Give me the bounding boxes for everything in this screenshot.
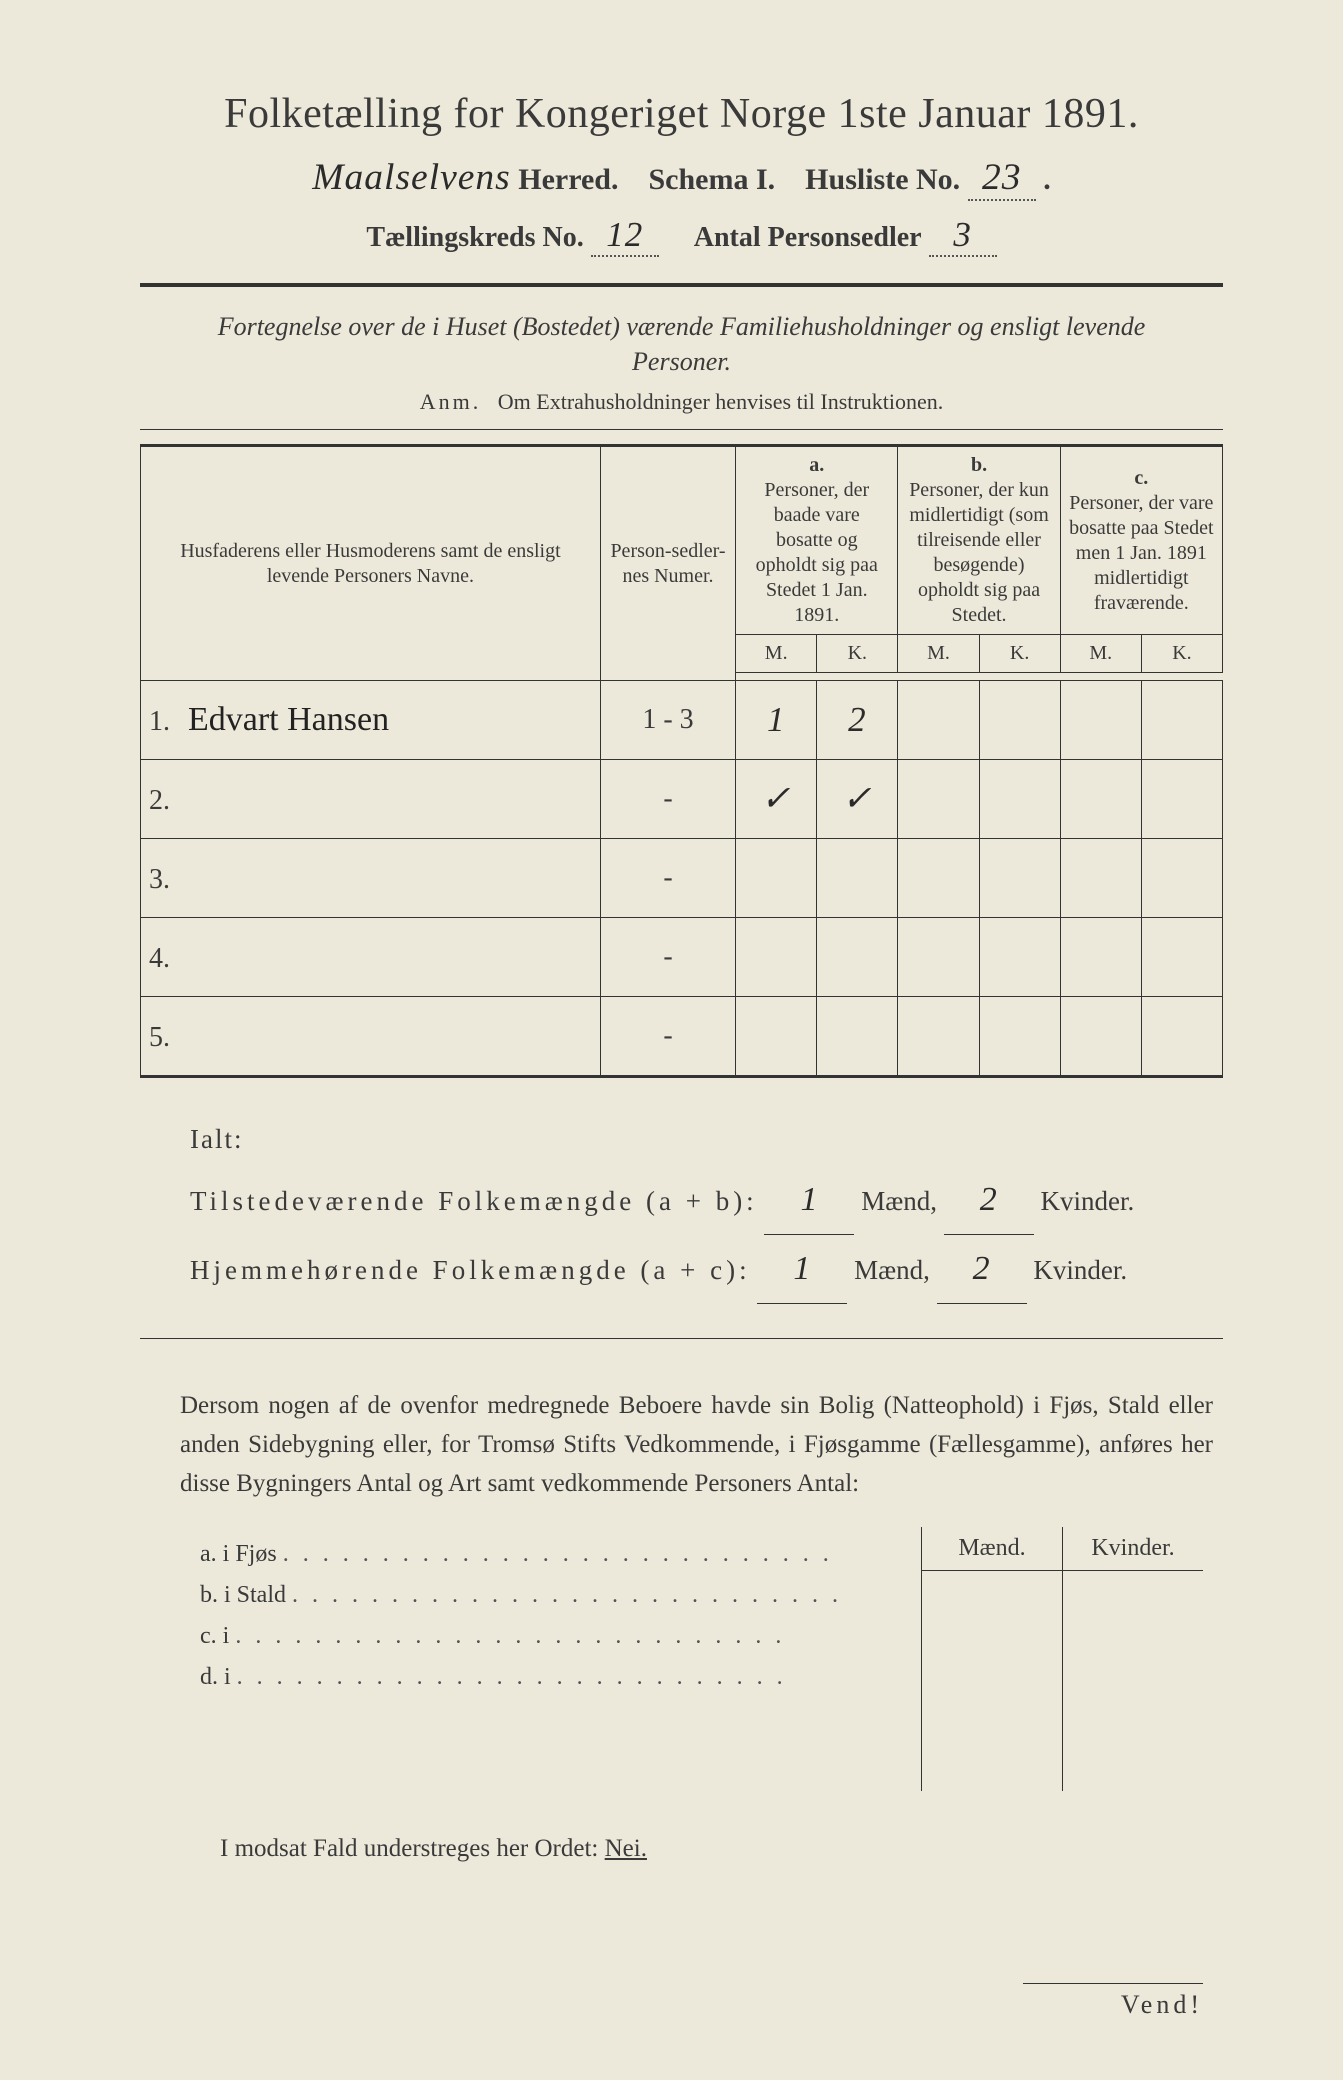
b-m: [898, 918, 979, 997]
vend-text: Vend!: [1121, 1990, 1203, 2019]
totals-block: Ialt: Tilstedeværende Folkemængde (a + b…: [190, 1112, 1213, 1304]
building-row: b. i Stald . . . . . . . . . . . . . . .…: [200, 1582, 921, 1609]
main-table: Husfaderens eller Husmoderens samt de en…: [140, 444, 1223, 1078]
totals-line-1: Tilstedeværende Folkemængde (a + b): 1 M…: [190, 1166, 1213, 1235]
c-k: [1141, 997, 1222, 1077]
c-k: [1141, 839, 1222, 918]
th-c-m: M.: [1060, 635, 1141, 673]
building-row: c. i . . . . . . . . . . . . . . . . . .…: [200, 1623, 921, 1650]
head-kvinder: Kvinder.: [1063, 1527, 1203, 1571]
rule-1: [140, 283, 1223, 287]
building-row: a. i Fjøs . . . . . . . . . . . . . . . …: [200, 1541, 921, 1568]
kreds-label: Tællingskreds No.: [366, 222, 583, 253]
anm-label: Anm.: [420, 389, 482, 414]
a-m: 1: [736, 681, 817, 760]
c-m: [1060, 760, 1141, 839]
th-b-k: K.: [979, 635, 1060, 673]
building-row: d. i . . . . . . . . . . . . . . . . . .…: [200, 1664, 921, 1691]
building-rows: a. i Fjøs . . . . . . . . . . . . . . . …: [200, 1527, 921, 1791]
herred-label: Herred.: [518, 163, 618, 196]
table-row: 3. -: [141, 839, 1223, 918]
sedler-num: 1 - 3: [600, 681, 735, 760]
l2-k: 2: [973, 1250, 991, 1287]
table-row: 2. -✓✓: [141, 760, 1223, 839]
c-k: [1141, 760, 1222, 839]
col-kvinder: Kvinder.: [1063, 1527, 1203, 1791]
sedler-num: -: [600, 760, 735, 839]
b-k: [979, 997, 1060, 1077]
c-m: [1060, 839, 1141, 918]
totals-line-2: Hjemmehørende Folkemængde (a + c): 1 Mæn…: [190, 1235, 1213, 1304]
antal-val: 3: [929, 215, 997, 257]
a-k: ✓: [817, 760, 898, 839]
a-m: [736, 839, 817, 918]
c-k: [1141, 918, 1222, 997]
antal-label: Antal Personsedler: [694, 222, 922, 253]
table-row: 4. -: [141, 918, 1223, 997]
anm-text: Om Extrahusholdninger henvises til Instr…: [498, 389, 943, 414]
census-form-page: Folketælling for Kongeriget Norge 1ste J…: [0, 0, 1343, 2080]
th-a: a. Personer, der baade vare bosatte og o…: [736, 446, 898, 635]
th-b-m: M.: [898, 635, 979, 673]
th-a-k: K.: [817, 635, 898, 673]
herred-row: Maalselvens Herred. Schema I. Husliste N…: [140, 156, 1223, 201]
c-k: [1141, 681, 1222, 760]
building-cols: Mænd. Kvinder.: [921, 1527, 1203, 1791]
a-m: [736, 997, 817, 1077]
sedler-num: -: [600, 997, 735, 1077]
building-paragraph: Dersom nogen af de ovenfor medregnede Be…: [180, 1387, 1213, 1503]
b-k: [979, 839, 1060, 918]
person-name: Edvart Hansen: [188, 701, 389, 738]
herred-name: Maalselvens: [312, 157, 510, 198]
ialt-label: Ialt:: [190, 1112, 1213, 1166]
rule-2: [140, 429, 1223, 430]
c-m: [1060, 681, 1141, 760]
c-m: [1060, 997, 1141, 1077]
husliste-label: Husliste No.: [805, 163, 960, 196]
a-m: ✓: [736, 760, 817, 839]
kreds-row: Tællingskreds No. 12 Antal Personsedler …: [140, 215, 1223, 257]
vend-block: Vend!: [140, 1983, 1223, 2020]
b-k: [979, 681, 1060, 760]
l2-m: 1: [793, 1250, 811, 1287]
table-row: 5. -: [141, 997, 1223, 1077]
th-name: Husfaderens eller Husmoderens samt de en…: [141, 446, 601, 681]
a-m: [736, 918, 817, 997]
anm-line: Anm. Om Extrahusholdninger henvises til …: [140, 389, 1223, 415]
kreds-no: 12: [591, 215, 659, 257]
a-k: [817, 839, 898, 918]
b-m: [898, 760, 979, 839]
schema-label: Schema I.: [649, 163, 776, 196]
sedler-num: -: [600, 839, 735, 918]
c-m: [1060, 918, 1141, 997]
intro-text: Fortegnelse over de i Huset (Bostedet) v…: [170, 309, 1193, 379]
th-num: Person-sedler-nes Numer.: [600, 446, 735, 681]
b-k: [979, 760, 1060, 839]
th-a-m: M.: [736, 635, 817, 673]
table-row: 1. Edvart Hansen1 - 312: [141, 681, 1223, 760]
b-m: [898, 839, 979, 918]
th-c-k: K.: [1141, 635, 1222, 673]
a-k: [817, 918, 898, 997]
b-m: [898, 681, 979, 760]
a-k: 2: [817, 681, 898, 760]
sedler-num: -: [600, 918, 735, 997]
building-table: a. i Fjøs . . . . . . . . . . . . . . . …: [200, 1527, 1203, 1791]
th-c: c. Personer, der vare bosatte paa Stedet…: [1060, 446, 1222, 635]
l1-m: 1: [800, 1181, 818, 1218]
table-body: 1. Edvart Hansen1 - 3122. -✓✓3. -4. -5. …: [141, 681, 1223, 1077]
nei-word: Nei.: [605, 1835, 647, 1862]
husliste-no: 23: [968, 156, 1036, 201]
col-maend: Mænd.: [922, 1527, 1063, 1791]
a-k: [817, 997, 898, 1077]
th-b: b. Personer, der kun midlertidigt (som t…: [898, 446, 1060, 635]
b-m: [898, 997, 979, 1077]
b-k: [979, 918, 1060, 997]
page-title: Folketælling for Kongeriget Norge 1ste J…: [140, 90, 1223, 138]
nei-line: I modsat Fald understreges her Ordet: Ne…: [220, 1835, 1223, 1863]
l1-k: 2: [980, 1181, 998, 1218]
head-maend: Mænd.: [922, 1527, 1062, 1571]
rule-3: [140, 1338, 1223, 1339]
